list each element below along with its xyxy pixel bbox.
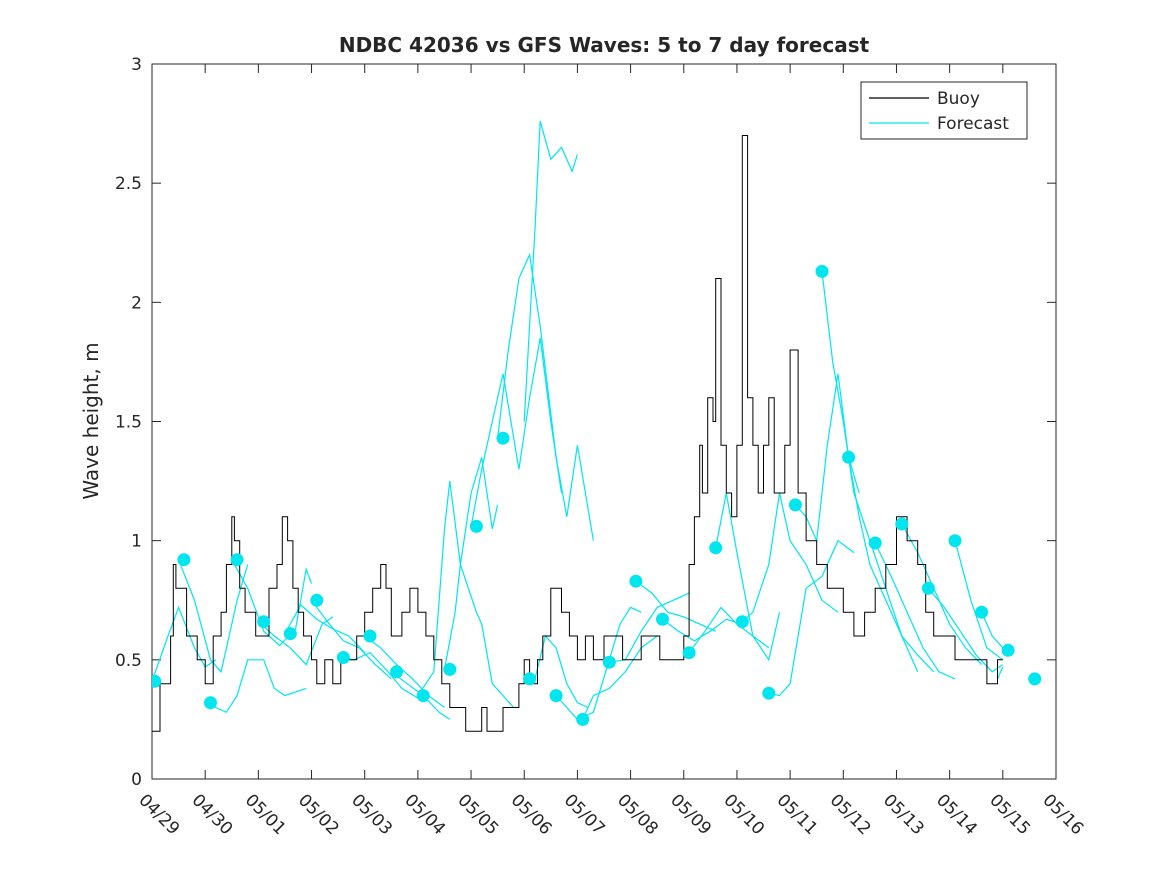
forecast-marker <box>523 672 537 686</box>
series-group <box>152 121 1042 732</box>
legend-label: Forecast <box>937 114 1009 134</box>
forecast-marker <box>602 655 616 669</box>
forecast-line <box>874 542 956 680</box>
forecast-line <box>688 606 770 654</box>
forecast-marker <box>496 431 510 445</box>
forecast-line <box>927 587 1004 673</box>
forecast-line <box>582 635 658 720</box>
forecast-marker <box>443 662 457 676</box>
forecast-line <box>981 611 1004 649</box>
forecast-marker <box>336 651 350 664</box>
forecast-marker <box>152 674 162 688</box>
forecast-marker <box>177 553 191 567</box>
forecast-line <box>741 492 839 623</box>
forecast-marker <box>416 689 430 703</box>
forecast-line <box>534 634 589 709</box>
forecast-marker <box>1001 643 1015 657</box>
forecast-marker <box>469 519 483 533</box>
forecast-marker <box>788 498 802 512</box>
buoy-line <box>152 135 1003 732</box>
legend-label: Buoy <box>937 89 980 109</box>
y-tick-label: 1.5 <box>115 413 142 433</box>
forecast-line <box>901 523 983 666</box>
forecast-line <box>443 457 499 670</box>
forecast-marker <box>656 612 669 626</box>
y-tick-label: 0 <box>131 770 142 790</box>
forecast-marker <box>868 536 882 550</box>
plot-box <box>151 63 1057 780</box>
forecast-line <box>768 539 855 697</box>
forecast-marker <box>948 534 962 548</box>
legend-box <box>860 81 1028 140</box>
forecast-line <box>204 659 307 714</box>
forecast-marker <box>682 646 696 660</box>
forecast-marker <box>204 696 217 710</box>
y-tick-label: 2.5 <box>115 174 142 194</box>
chart-title: NDBC 42036 vs GFS Waves: 5 to 7 day fore… <box>339 33 870 57</box>
y-tick-label: 2 <box>131 293 142 313</box>
forecast-marker <box>709 541 723 555</box>
forecast-marker <box>230 553 244 567</box>
forecast-line <box>311 599 392 680</box>
forecast-line <box>417 481 515 708</box>
forecast-marker <box>735 615 749 629</box>
forecast-marker <box>762 686 776 700</box>
forecast-line <box>635 580 716 632</box>
forecast-marker <box>257 615 271 629</box>
forecast-marker <box>363 629 377 643</box>
y-tick-label: 0.5 <box>115 651 142 671</box>
forecast-line <box>662 618 743 642</box>
forecast-line <box>497 252 594 541</box>
forecast-line <box>715 492 781 662</box>
forecast-line <box>954 540 1004 661</box>
forecast-marker <box>549 689 563 703</box>
forecast-line <box>821 271 919 673</box>
forecast-marker <box>283 627 297 641</box>
forecast-marker <box>842 450 856 464</box>
forecast-line <box>523 121 578 422</box>
y-tick-label: 1 <box>131 532 142 552</box>
legend: Buoy Forecast <box>860 81 1028 140</box>
forecast-marker <box>390 665 404 679</box>
forecast-marker <box>815 264 829 278</box>
forecast-line <box>257 616 334 666</box>
forecast-marker <box>1028 672 1042 686</box>
forecast-marker <box>576 712 590 726</box>
forecast-marker <box>629 574 643 588</box>
forecast-line <box>848 457 935 673</box>
forecast-line <box>555 606 642 721</box>
forecast-line <box>231 559 313 647</box>
forecast-line <box>996 666 1004 680</box>
forecast-marker <box>975 605 989 619</box>
forecast-line <box>470 337 563 527</box>
forecast-marker <box>310 593 324 607</box>
y-axis-label: Wave height, m <box>79 342 103 499</box>
forecast-line <box>178 559 249 674</box>
y-tick-label: 3 <box>131 55 142 75</box>
forecast-marker <box>921 581 935 595</box>
forecast-line <box>364 635 445 708</box>
forecast-marker <box>895 517 909 531</box>
